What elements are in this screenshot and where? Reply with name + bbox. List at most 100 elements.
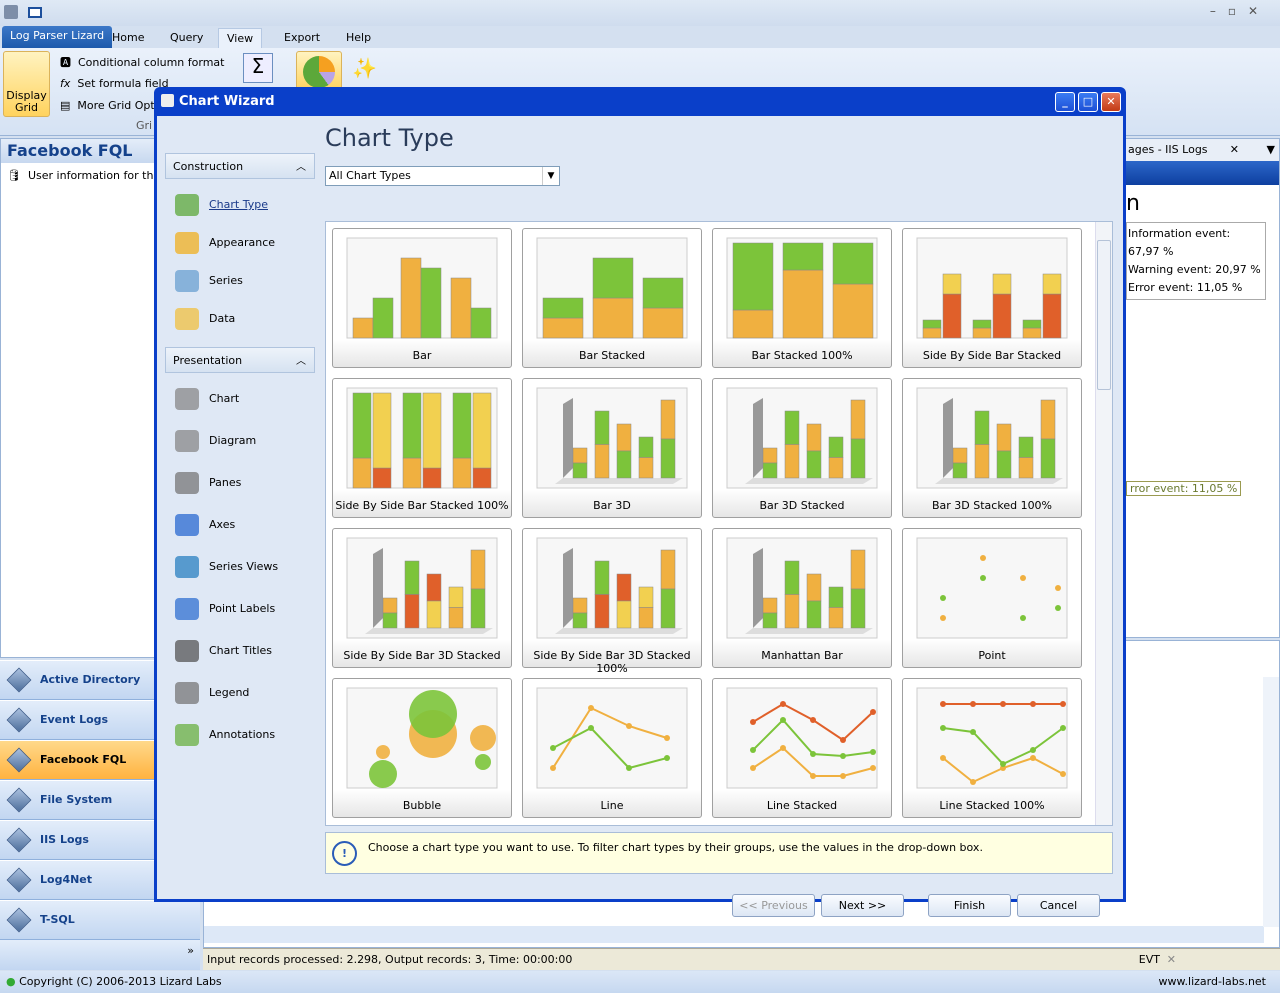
- horizontal-scrollbar[interactable]: [204, 926, 1264, 943]
- nav-item-appearance[interactable]: Appearance: [175, 231, 275, 255]
- chart-type-label: Side By Side Bar 3D Stacked: [343, 649, 501, 662]
- vertical-scrollbar[interactable]: [1263, 677, 1279, 927]
- chart-type-line-stacked[interactable]: Line Stacked: [712, 678, 892, 818]
- more-grid-options-button[interactable]: ▤ More Grid Opti: [60, 99, 158, 112]
- tab-export[interactable]: Export: [284, 31, 321, 44]
- tab-home[interactable]: Home: [112, 31, 145, 44]
- tab-view[interactable]: View: [218, 28, 263, 48]
- nav-item-data[interactable]: Data: [175, 307, 235, 331]
- page-title: Chart Type: [325, 124, 454, 152]
- chart-type-label: Manhattan Bar: [761, 649, 843, 662]
- chart-button[interactable]: [296, 51, 342, 91]
- diagram-icon: [175, 430, 199, 452]
- window-icon[interactable]: [28, 7, 42, 18]
- scroll-thumb[interactable]: [1097, 240, 1111, 390]
- conditional-format-label: Conditional column format: [78, 56, 225, 69]
- nav-item-series-views[interactable]: Series Views: [175, 555, 278, 579]
- gallery-scrollbar[interactable]: [1095, 222, 1112, 825]
- chart-preview-panel: ages - IIS Logs ✕ ▼ n Information event: 6…: [1125, 138, 1280, 638]
- nav-item-legend[interactable]: Legend: [175, 681, 249, 705]
- maximize-button[interactable]: □: [1078, 92, 1098, 112]
- nav-overflow[interactable]: »: [0, 940, 200, 970]
- previous-button[interactable]: << Previous: [732, 894, 815, 917]
- query-item[interactable]: 🛢 User information for the a: [7, 169, 171, 182]
- status-text: Input records processed: 2.298, Output r…: [207, 953, 573, 966]
- chart-type-filter-select[interactable]: All Chart Types ▼: [325, 166, 560, 186]
- close-button[interactable]: ✕: [1101, 92, 1121, 112]
- group-header-construction[interactable]: Construction ︿: [165, 153, 315, 179]
- chart-type-side-by-side-bar-3d-stacked-100-[interactable]: Side By Side Bar 3D Stacked 100%: [522, 528, 702, 675]
- chart-title: n: [1126, 191, 1140, 216]
- window-controls[interactable]: –▫✕: [1209, 4, 1270, 18]
- tab-app-menu[interactable]: Log Parser Lizard: [2, 26, 113, 48]
- dialog-titlebar[interactable]: Chart Wizard _ □ ✕: [157, 87, 1123, 116]
- nav-t-sql[interactable]: T-SQL: [0, 900, 200, 940]
- chart-type-side-by-side-bar-3d-stacked[interactable]: Side By Side Bar 3D Stacked: [332, 528, 512, 668]
- conditional-format-button[interactable]: 🅰 Conditional column format: [60, 56, 225, 69]
- group-label: Presentation: [173, 354, 243, 367]
- status-led-icon: ●: [6, 975, 16, 988]
- chart-type-bar-3d[interactable]: Bar 3D: [522, 378, 702, 518]
- chevron-down-icon[interactable]: ▼: [542, 167, 559, 185]
- tab-help[interactable]: Help: [346, 31, 372, 44]
- bar-chart-icon: [175, 194, 199, 216]
- group-header-presentation[interactable]: Presentation ︿: [165, 347, 315, 373]
- nav-label: IIS Logs: [40, 833, 89, 846]
- close-tab-icon[interactable]: ✕: [1229, 143, 1239, 156]
- chart-type-bar-3d-stacked-100-[interactable]: Bar 3D Stacked 100%: [902, 378, 1082, 518]
- nav-item-chart[interactable]: Chart: [175, 387, 239, 411]
- nav-item-label: Legend: [209, 686, 250, 699]
- document-tab-label: ages - IIS Logs: [1128, 143, 1208, 156]
- collapse-icon[interactable]: ︿: [296, 356, 306, 367]
- wrench-icon: [175, 388, 199, 410]
- minimize-button[interactable]: _: [1055, 92, 1075, 112]
- footer: ● Copyright (C) 2006-2013 Lizard Labs www…: [0, 971, 1280, 993]
- nav-item-axes[interactable]: Axes: [175, 513, 235, 537]
- chart-type-point[interactable]: Point: [902, 528, 1082, 668]
- chart-type-side-by-side-bar-stacked[interactable]: Side By Side Bar Stacked: [902, 228, 1082, 368]
- chart-type-manhattan-bar[interactable]: Manhattan Bar: [712, 528, 892, 668]
- app-icon[interactable]: [4, 5, 18, 19]
- diamond-icon: [6, 707, 32, 733]
- nav-item-annotations[interactable]: Annotations: [175, 723, 275, 747]
- nav-item-label: Series: [209, 274, 243, 287]
- chart-legend: Information event: 67,97 % Warning event…: [1126, 222, 1266, 300]
- group-label: Construction: [173, 160, 244, 173]
- panes-icon: [175, 472, 199, 494]
- collapse-icon[interactable]: ︿: [296, 162, 306, 173]
- chart-type-side-by-side-bar-stacked-100-[interactable]: Side By Side Bar Stacked 100%: [332, 378, 512, 518]
- chart-type-bar-3d-stacked[interactable]: Bar 3D Stacked: [712, 378, 892, 518]
- chart-type-line[interactable]: Line: [522, 678, 702, 818]
- nav-item-point-labels[interactable]: Point Labels: [175, 597, 275, 621]
- website-link[interactable]: www.lizard-labs.net: [1158, 975, 1266, 988]
- nav-item-chart-type[interactable]: Chart Type: [175, 193, 268, 217]
- finish-button[interactable]: Finish: [928, 894, 1011, 917]
- sigma-icon[interactable]: Σ: [243, 53, 273, 83]
- next-button[interactable]: Next >>: [821, 894, 904, 917]
- display-grid-button[interactable]: Display Grid: [3, 51, 50, 117]
- nav-item-series[interactable]: Series: [175, 269, 243, 293]
- legend-item: Error event: 11,05 %: [1128, 281, 1243, 294]
- chart-type-bar-stacked[interactable]: Bar Stacked: [522, 228, 702, 368]
- chart-type-label: Bar 3D: [593, 499, 631, 512]
- formula-field-button[interactable]: fx Set formula field: [60, 77, 169, 90]
- chart-type-bubble[interactable]: Bubble: [332, 678, 512, 818]
- series-views-icon: [175, 556, 199, 578]
- wizard-icon[interactable]: ✨: [352, 56, 377, 80]
- tab-dropdown-icon[interactable]: ▼: [1266, 143, 1275, 156]
- cancel-button[interactable]: Cancel: [1017, 894, 1100, 917]
- nav-item-panes[interactable]: Panes: [175, 471, 241, 495]
- chart-type-bar[interactable]: Bar: [332, 228, 512, 368]
- nav-item-chart-titles[interactable]: Chart Titles: [175, 639, 272, 663]
- document-tab[interactable]: ages - IIS Logs ✕ ▼: [1126, 139, 1279, 161]
- chart-type-bar-stacked-100-[interactable]: Bar Stacked 100%: [712, 228, 892, 368]
- pie-chart-icon: [303, 56, 335, 88]
- nav-item-diagram[interactable]: Diagram: [175, 429, 256, 453]
- copyright-text: Copyright (C) 2006-2013 Lizard Labs: [19, 975, 222, 988]
- nav-label: Log4Net: [40, 873, 93, 886]
- chart-type-line-stacked-100-[interactable]: Line Stacked 100%: [902, 678, 1082, 818]
- tab-query[interactable]: Query: [170, 31, 204, 44]
- close-icon[interactable]: ✕: [1166, 953, 1176, 966]
- chart-type-label: Bar: [412, 349, 432, 362]
- nav-item-label: Chart: [209, 392, 240, 405]
